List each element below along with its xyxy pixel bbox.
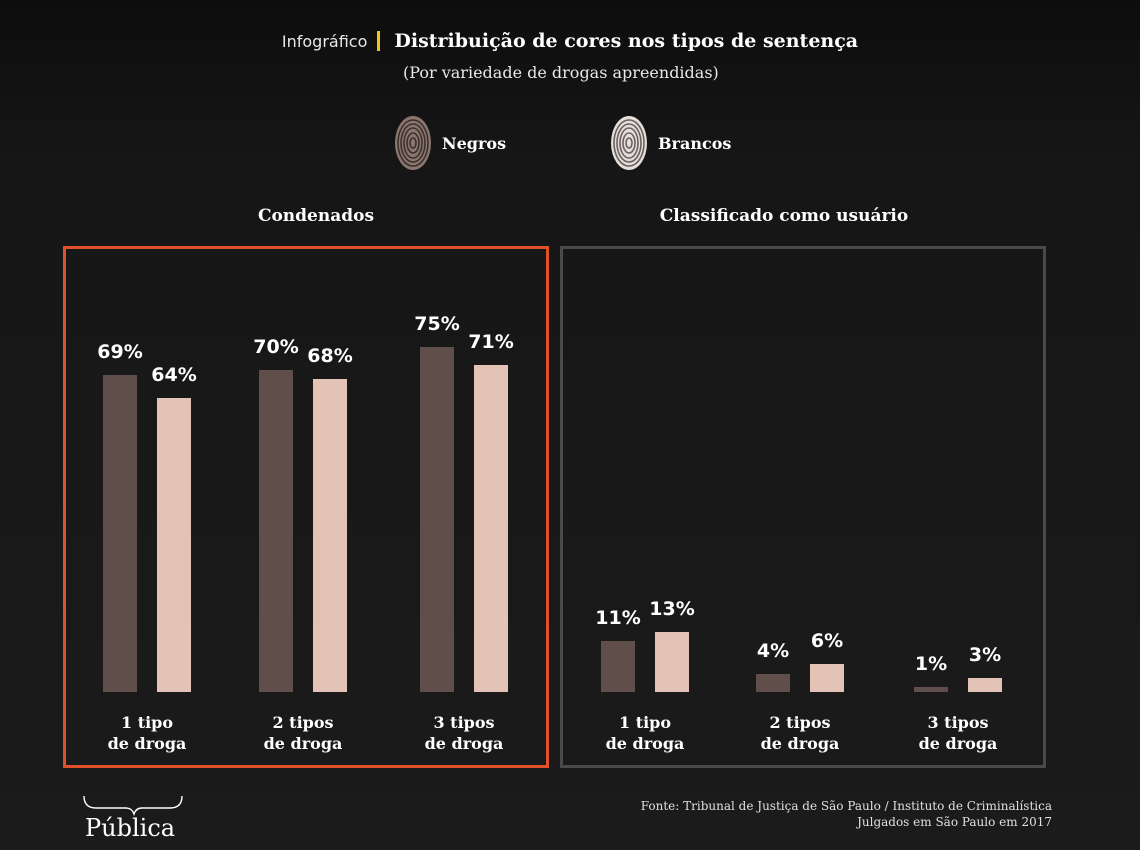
panel-title-condenados: Condenados <box>257 206 375 226</box>
bar-negros-2 <box>756 673 790 692</box>
panel-condenados <box>63 246 549 768</box>
fingerprint-icon <box>611 116 647 170</box>
legend-item-negros: Negros <box>392 112 506 174</box>
category-label-line: de droga <box>605 734 685 753</box>
category-label-line: 2 tipos <box>272 713 334 732</box>
legend-label: Negros <box>442 133 507 153</box>
legend-label: Brancos <box>658 133 732 153</box>
bar-negros-3 <box>914 687 948 692</box>
bar-brancos-2 <box>313 379 347 692</box>
header: Infográfico Distribuição de cores nos ti… <box>0 30 1140 52</box>
category-label-line: de droga <box>424 734 504 753</box>
kicker-label: Infográfico <box>281 31 368 51</box>
legend-item-brancos: Brancos <box>608 112 731 174</box>
data-label: 11% <box>595 607 641 630</box>
panel-usuario <box>560 246 1046 768</box>
date-note: Julgados em São Paulo em 2017 <box>857 815 1052 829</box>
category-label-line: 3 tipos <box>927 713 989 732</box>
bar-brancos-1 <box>655 632 689 692</box>
publica-logo-brace <box>83 795 183 817</box>
bar-negros-3 <box>420 347 454 692</box>
data-label: 6% <box>810 630 844 653</box>
data-label: 4% <box>756 639 790 662</box>
data-label: 3% <box>968 644 1002 667</box>
data-label: 70% <box>253 336 299 358</box>
category-label-line: de droga <box>263 734 343 753</box>
panel-title-usuario: Classificado como usuário <box>659 206 909 226</box>
data-label: 1% <box>914 653 948 676</box>
category-label: 3 tipos de droga <box>394 712 534 754</box>
data-label: 68% <box>307 345 353 368</box>
category-label: 3 tipos de droga <box>888 712 1028 754</box>
category-label-line: de droga <box>760 734 840 753</box>
data-label: 75% <box>414 313 460 335</box>
data-label: 64% <box>151 363 197 386</box>
category-label: 1 tipo de droga <box>575 712 715 754</box>
category-label-line: de droga <box>918 734 998 753</box>
chart-title: Distribuição de cores nos tipos de sente… <box>394 30 859 52</box>
source-note: Fonte: Tribunal de Justiça de São Paulo … <box>640 799 1052 813</box>
publica-logo: Pública <box>85 814 176 842</box>
header-separator <box>377 31 381 51</box>
fingerprint-icon <box>395 116 431 170</box>
category-label: 1 tipo de droga <box>77 712 217 754</box>
data-label: 69% <box>97 340 143 363</box>
category-label-line: 1 tipo <box>618 713 672 732</box>
category-label: 2 tipos de droga <box>233 712 373 754</box>
data-label: 71% <box>468 331 514 354</box>
bar-negros-1 <box>103 374 137 692</box>
category-label-line: de droga <box>107 734 187 753</box>
category-label-line: 3 tipos <box>433 713 495 732</box>
footer: Fonte: Tribunal de Justiça de São Paulo … <box>641 798 1052 830</box>
chart-subtitle: (Por variedade de drogas apreendidas) <box>403 63 719 82</box>
bar-brancos-1 <box>157 397 191 692</box>
data-label: 13% <box>649 598 695 621</box>
category-label: 2 tipos de droga <box>730 712 870 754</box>
bar-negros-1 <box>601 641 635 692</box>
bar-brancos-3 <box>968 678 1002 692</box>
bar-negros-2 <box>259 370 293 692</box>
category-label-line: 2 tipos <box>769 713 831 732</box>
category-label-line: 1 tipo <box>120 713 174 732</box>
bar-brancos-3 <box>474 365 508 692</box>
bar-brancos-2 <box>810 664 844 692</box>
